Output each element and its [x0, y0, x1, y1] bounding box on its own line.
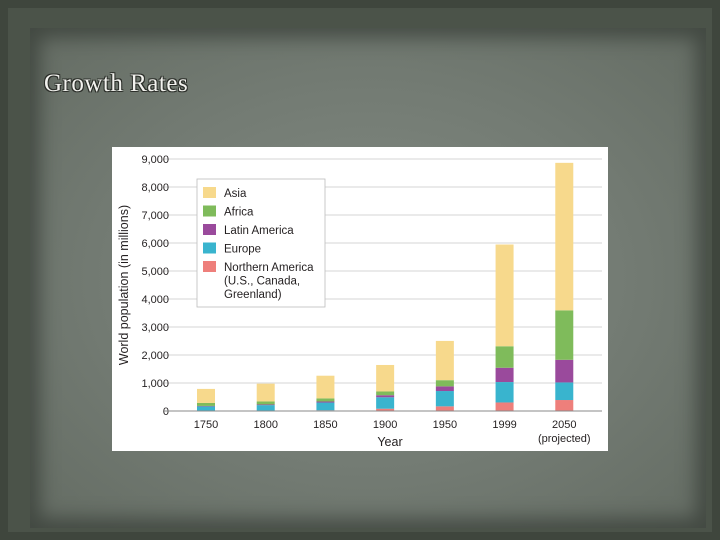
- bar-segment-africa: [555, 310, 574, 360]
- y-tick-label: 6,000: [141, 238, 169, 250]
- y-tick-label: 5,000: [141, 266, 169, 278]
- legend-swatch-latin-america: [203, 224, 216, 235]
- bar-segment-europe: [376, 397, 395, 409]
- bar-segment-asia: [555, 162, 574, 311]
- legend-swatch-africa: [203, 205, 216, 217]
- y-tick-label: 8,000: [141, 182, 169, 194]
- y-tick-label: 2,000: [141, 350, 169, 362]
- bar-segment-europe: [435, 391, 454, 407]
- bar-segment-latin-america: [435, 386, 454, 392]
- x-tick-label: 1850: [313, 419, 337, 431]
- bar-segment-latin-america: [376, 395, 395, 398]
- bar-segment-latin-america: [555, 359, 574, 383]
- bar-segment-northern-america: [495, 402, 514, 411]
- bar-segment-asia: [435, 340, 454, 381]
- bar-segment-northern-america: [555, 400, 574, 411]
- x-tick-note: (projected): [538, 433, 591, 445]
- x-tick-label: 2050: [552, 419, 576, 431]
- bar-segment-africa: [256, 401, 275, 405]
- x-tick-label: 1750: [194, 419, 218, 431]
- legend-label: (U.S., Canada,: [224, 276, 300, 288]
- bar-segment-europe: [555, 382, 574, 401]
- legend-label: Asia: [224, 188, 247, 200]
- x-tick-label: 1950: [433, 419, 457, 431]
- bar-segment-northern-america: [435, 406, 454, 411]
- bar-segment-asia: [495, 244, 514, 347]
- bar-segment-europe: [495, 382, 514, 403]
- legend-swatch-europe: [203, 242, 216, 254]
- x-tick-labels: 1750 1800 1850 1900 1950 1999 2050 (projected): [194, 419, 591, 445]
- y-tick-label: 0: [163, 406, 169, 418]
- bar-segment-europe: [256, 405, 275, 411]
- legend-label: Europe: [224, 244, 261, 256]
- bar-segment-africa: [435, 380, 454, 387]
- bar-segment-asia: [316, 375, 335, 399]
- bar-segment-africa: [316, 398, 335, 402]
- bar-segment-latin-america: [495, 367, 514, 383]
- legend-box: [196, 178, 326, 308]
- x-tick-label: 1900: [373, 419, 397, 431]
- bar-segment-asia: [197, 388, 215, 403]
- bar-segment-africa: [495, 346, 514, 368]
- bar-segment-africa: [376, 391, 395, 396]
- legend-swatch-northern-america: [203, 261, 216, 272]
- chart-figure: 0 1,000 2,000 3,000 4,000 5,000 6,000 7,000 8,00…: [112, 147, 608, 451]
- y-tick-label: 7,000: [141, 210, 169, 222]
- bar-segment-europe: [316, 402, 335, 411]
- bar-segment-africa: [197, 402, 215, 406]
- y-tick-label: 3,000: [141, 322, 169, 334]
- slide-title: Growth Rates: [44, 70, 189, 97]
- y-axis-title: World population (in millions): [117, 205, 131, 365]
- bar-segment-europe: [197, 406, 215, 411]
- bar-segment-asia: [256, 383, 275, 402]
- y-tick-label: 9,000: [141, 154, 169, 166]
- bar-segment-latin-america: [256, 404, 275, 406]
- legend-label: Northern America: [224, 262, 314, 274]
- bar-segment-northern-america: [376, 408, 395, 411]
- legend-swatch-asia: [203, 187, 216, 198]
- legend-label: Africa: [224, 207, 254, 219]
- legend-label: Greenland): [224, 289, 282, 301]
- x-tick-label: 1999: [492, 419, 516, 431]
- y-tick-label: 4,000: [141, 294, 169, 306]
- legend: Asia Africa Latin America Europe Northern Am…: [196, 178, 326, 308]
- legend-label: Latin America: [224, 225, 294, 237]
- bar-segment-asia: [376, 364, 395, 392]
- population-chart: 0 1,000 2,000 3,000 4,000 5,000 6,000 7,000 8,00…: [117, 154, 602, 449]
- stacked-bars: [197, 162, 574, 411]
- bar-segment-latin-america: [316, 401, 335, 403]
- x-tick-label: 1800: [253, 419, 277, 431]
- x-axis-title: Year: [377, 435, 402, 449]
- y-tick-labels: 0 1,000 2,000 3,000 4,000 5,000 6,000 7,000 8,00…: [141, 154, 169, 418]
- y-tick-label: 1,000: [141, 378, 169, 390]
